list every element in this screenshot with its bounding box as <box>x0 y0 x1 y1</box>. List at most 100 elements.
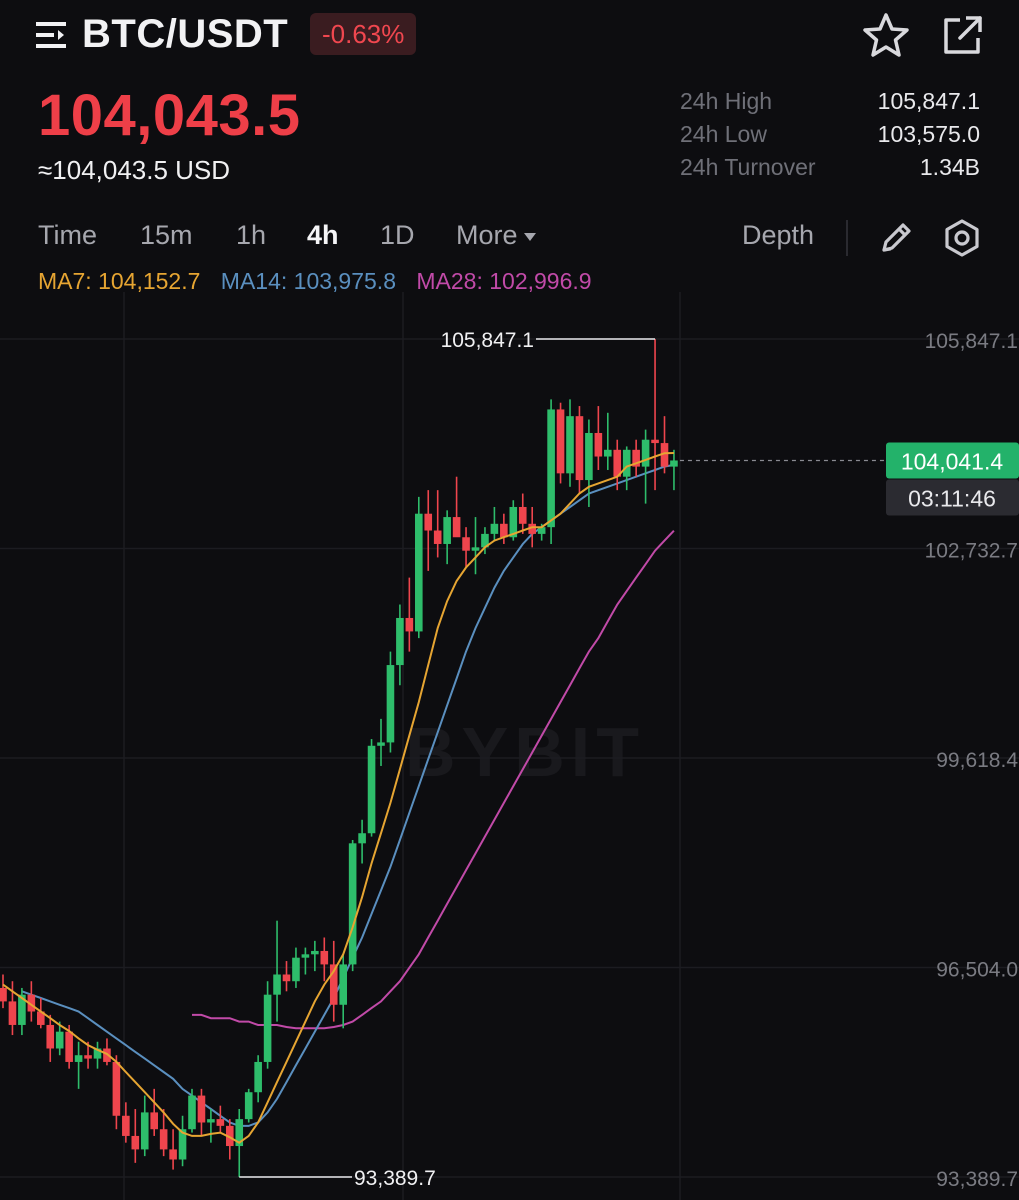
candle-body <box>452 517 461 538</box>
ma28-line <box>192 530 675 1030</box>
y-tick-label: 105,847.1 <box>925 330 1018 353</box>
candle-body <box>500 523 508 538</box>
candle-body <box>112 1061 121 1116</box>
candle-body <box>301 954 310 958</box>
stat-label: 24h High <box>680 88 773 114</box>
candle-body <box>348 843 357 965</box>
candle-body <box>594 432 603 457</box>
watermark: BYBIT <box>405 713 645 791</box>
candle-body <box>140 1112 149 1150</box>
countdown-label: 03:11:46 <box>908 485 996 511</box>
candle-body <box>518 506 527 524</box>
stat-label: 24h Low <box>680 121 767 147</box>
candle-body <box>358 833 366 844</box>
candle-body <box>547 409 555 528</box>
tab-depth[interactable]: Depth <box>742 220 815 250</box>
tab-1d[interactable]: 1D <box>380 220 415 250</box>
candle-body <box>216 1119 225 1126</box>
candle-body <box>377 742 385 746</box>
stats-panel: 24h High 105,847.1 24h Low 103,575.0 24h… <box>680 86 980 185</box>
candle-body <box>244 1092 253 1120</box>
stat-value: 1.34B <box>919 154 980 180</box>
last-price-usd: ≈104,043.5 USD <box>38 155 231 185</box>
candle-body <box>93 1048 102 1059</box>
tab-4h[interactable]: 4h <box>307 220 339 250</box>
ma7-value: MA7: 104,152.7 <box>38 268 201 294</box>
candle-body <box>263 994 272 1062</box>
candle-body <box>509 506 518 538</box>
tab-divider <box>846 220 848 256</box>
current-price-label: 104,041.4 <box>901 448 1004 474</box>
candle-body <box>556 409 565 474</box>
candle-body <box>282 974 291 982</box>
top-bar: BTC/USDT -0.63% <box>0 0 1019 72</box>
moving-average-legend: MA7: 104,152.7 MA14: 103,975.8 MA28: 102… <box>38 268 606 295</box>
candle-body <box>575 416 584 481</box>
candle-body <box>254 1061 262 1093</box>
candle-body <box>528 523 536 534</box>
candle-body <box>292 957 300 982</box>
candle-body <box>65 1031 73 1062</box>
candle-body <box>122 1115 130 1136</box>
candle-body <box>433 530 442 544</box>
tab-1h[interactable]: 1h <box>236 220 267 250</box>
candle-body <box>311 950 319 955</box>
candle-body <box>27 994 36 1012</box>
candle-body <box>339 964 347 1005</box>
candle-body <box>443 517 451 544</box>
pencil-icon[interactable] <box>876 218 916 258</box>
candle-body <box>46 1024 55 1049</box>
candle-body <box>537 527 546 534</box>
ma14-line <box>21 463 675 1127</box>
stat-24h-low: 24h Low 103,575.0 <box>680 119 980 152</box>
candle-body <box>188 1095 196 1130</box>
countdown-badge <box>886 479 1019 516</box>
candle-body <box>55 1031 64 1049</box>
menu-icon[interactable] <box>36 20 72 50</box>
candle-body <box>18 994 26 1025</box>
candle-body <box>604 449 612 457</box>
candle-body <box>490 523 499 534</box>
share-icon[interactable] <box>940 14 984 58</box>
ma28-value: MA28: 102,996.9 <box>416 268 592 294</box>
candle-body <box>207 1119 215 1123</box>
candle-body <box>566 416 574 474</box>
settings-icon[interactable] <box>942 218 982 258</box>
candle-body <box>329 964 338 1005</box>
tab-time[interactable]: Time <box>38 220 97 250</box>
candle-body <box>462 537 470 551</box>
star-icon[interactable] <box>862 12 910 58</box>
candle-body <box>367 745 376 834</box>
last-price: 104,043.5 <box>38 83 301 148</box>
candle-body <box>670 460 678 467</box>
stat-value: 103,575.0 <box>877 121 980 147</box>
candle-body <box>622 449 631 477</box>
candle-body <box>273 974 281 995</box>
trading-pair-title[interactable]: BTC/USDT <box>82 12 289 56</box>
y-tick-label: 99,618.4 <box>936 749 1018 772</box>
candle-body <box>481 533 489 548</box>
ma14-value: MA14: 103,975.8 <box>220 268 396 294</box>
tab-more[interactable]: More <box>456 220 536 251</box>
candle-body <box>0 987 7 1002</box>
ma7-line <box>2 452 674 1144</box>
candle-body <box>226 1125 234 1147</box>
candle-body <box>37 1011 45 1025</box>
candle-body <box>8 1001 17 1025</box>
candle-body <box>396 617 404 666</box>
tab-15m[interactable]: 15m <box>140 220 193 250</box>
candle-body <box>405 617 414 632</box>
candle-body <box>651 439 659 444</box>
stat-24h-turnover: 24h Turnover 1.34B <box>680 152 980 185</box>
stat-label: 24h Turnover <box>680 154 816 180</box>
interval-tabs: Time 15m 1h 4h 1D More Depth <box>0 214 1019 262</box>
candle-body <box>424 513 433 531</box>
y-tick-label: 102,732.7 <box>925 540 1018 563</box>
candle-body <box>471 547 480 551</box>
candle-body <box>235 1119 244 1147</box>
candle-body <box>386 665 395 743</box>
low-marker-label: 93,389.7 <box>354 1167 436 1190</box>
y-tick-label: 96,504.0 <box>936 959 1018 982</box>
stat-value: 105,847.1 <box>877 88 980 114</box>
